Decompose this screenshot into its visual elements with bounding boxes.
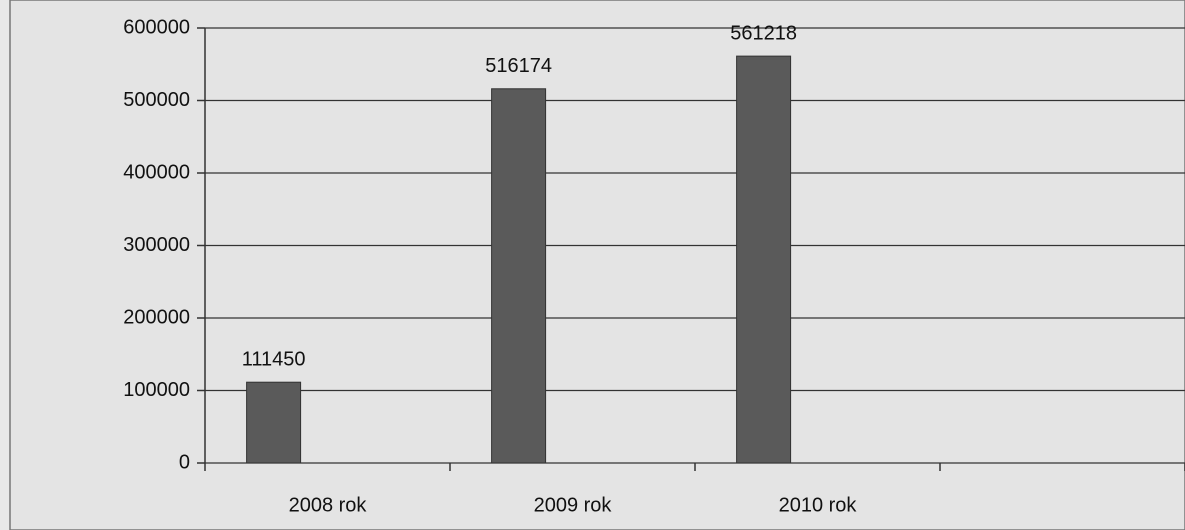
y-tick-label: 200000 [123,306,190,328]
bar [491,88,547,464]
x-tick-label: 2009 rok [534,494,613,516]
y-tick-label: 100000 [123,379,190,401]
bar [736,55,792,464]
value-label: 111450 [242,348,306,370]
y-tick-label: 300000 [123,234,190,256]
x-tick-label: 2010 rok [779,494,858,516]
value-label: 516174 [485,55,552,77]
y-tick-label: 600000 [123,16,190,38]
bar [246,381,302,464]
y-tick-label: 0 [179,451,190,473]
chart-frame [9,0,1185,530]
x-tick-label: 2008 rok [289,494,368,516]
y-tick-label: 400000 [123,161,190,183]
y-tick-label: 500000 [123,89,190,111]
value-label: 561218 [730,22,797,44]
